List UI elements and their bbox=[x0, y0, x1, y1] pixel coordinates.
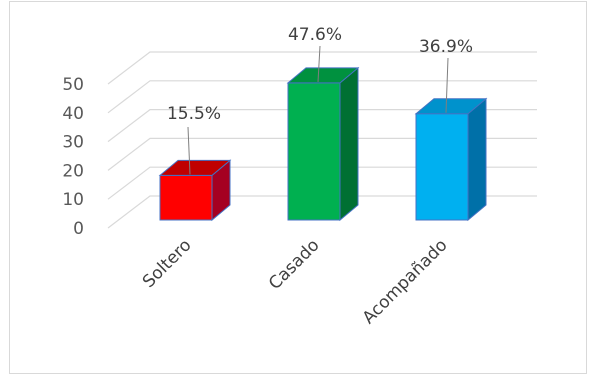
x-axis-categories: Soltero Casado Acompañado bbox=[139, 235, 452, 328]
leader-line bbox=[445, 57, 449, 113]
bar-acompañado bbox=[415, 113, 469, 221]
bar-soltero bbox=[159, 174, 213, 221]
gridline bbox=[107, 137, 537, 171]
leader-line bbox=[317, 45, 321, 82]
data-label: 36.9% bbox=[419, 37, 473, 57]
bar-top bbox=[414, 98, 488, 115]
y-tick-label: 0 bbox=[73, 219, 84, 239]
bars bbox=[158, 66, 488, 222]
gridlines bbox=[107, 51, 537, 229]
y-axis-ticks: 0 10 20 30 40 50 bbox=[62, 75, 84, 239]
gridline bbox=[107, 108, 537, 143]
y-tick-label: 30 bbox=[62, 133, 84, 153]
gridline bbox=[107, 166, 537, 200]
leader-line bbox=[187, 126, 191, 175]
y-tick-label: 10 bbox=[62, 190, 84, 210]
bar-top bbox=[158, 159, 232, 176]
data-labels: 15.5% 47.6% 36.9% bbox=[167, 25, 473, 175]
data-label: 15.5% bbox=[167, 104, 221, 124]
y-tick-label: 50 bbox=[62, 75, 84, 95]
bar-side bbox=[339, 66, 359, 222]
gridline bbox=[107, 195, 537, 229]
bar-top bbox=[286, 67, 360, 84]
category-label: Acompañado bbox=[359, 235, 452, 328]
y-tick-label: 40 bbox=[62, 104, 84, 124]
y-tick-label: 20 bbox=[62, 161, 84, 181]
category-label: Casado bbox=[265, 235, 324, 294]
category-label: Soltero bbox=[139, 235, 196, 292]
gridline bbox=[107, 51, 537, 85]
data-label: 47.6% bbox=[288, 25, 342, 45]
gridline bbox=[107, 80, 537, 114]
bar-casado bbox=[287, 82, 341, 221]
bar-side bbox=[467, 97, 487, 222]
